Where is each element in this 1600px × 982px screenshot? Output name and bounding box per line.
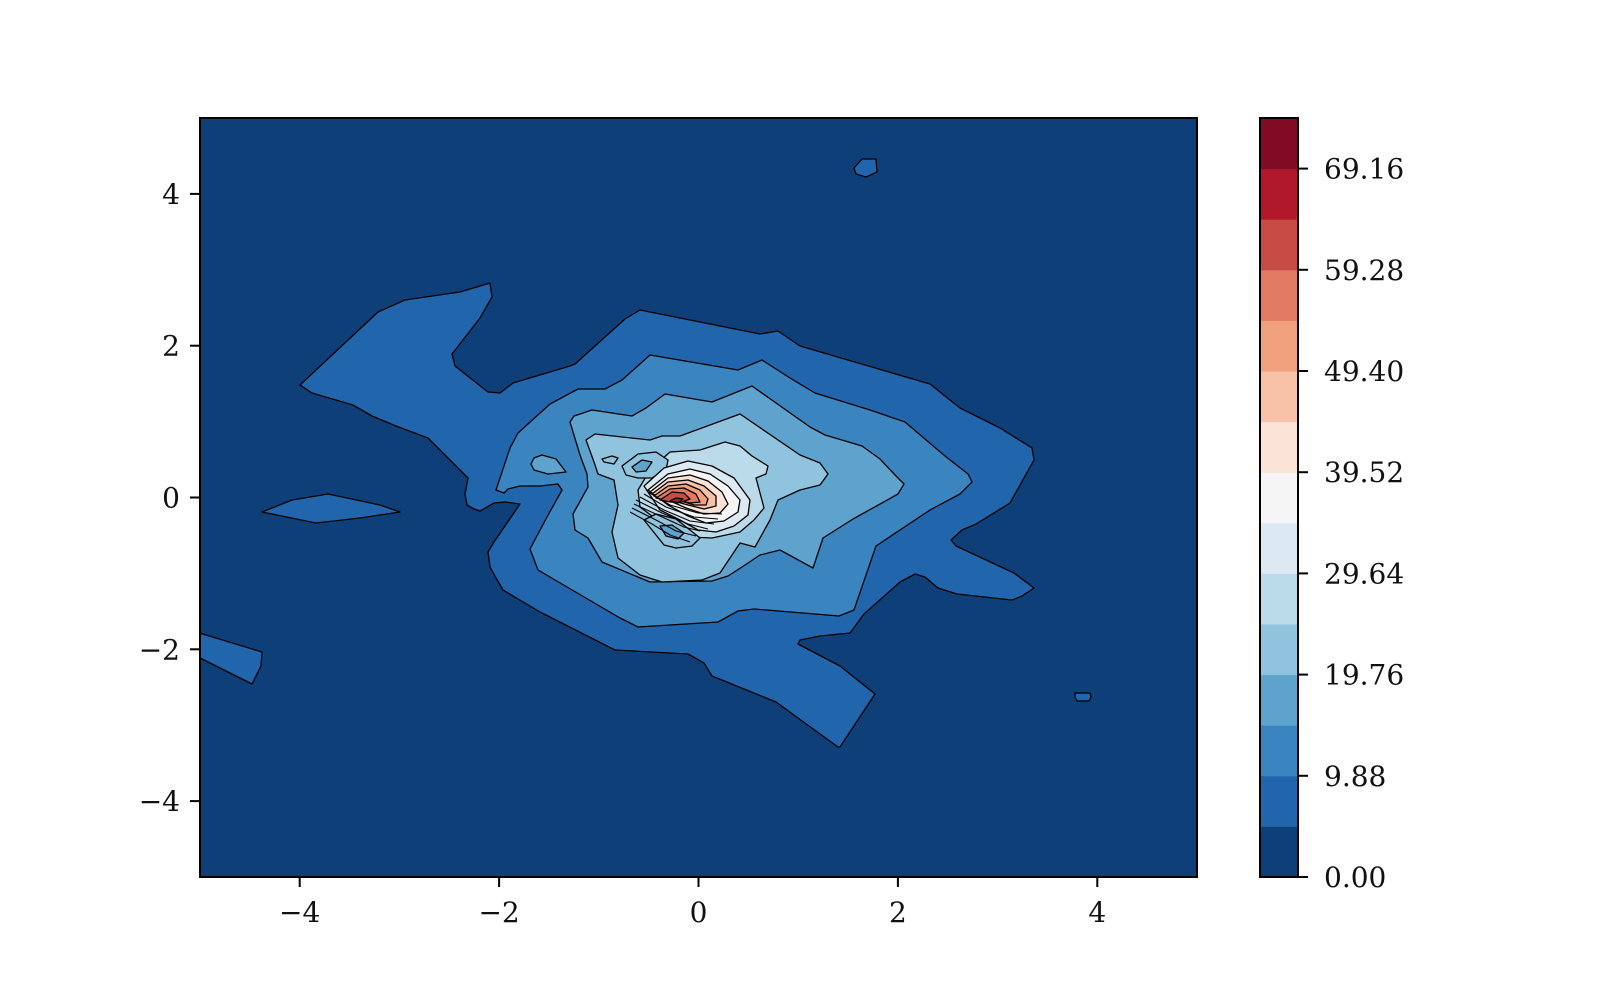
y-tick-label: 0 — [162, 482, 180, 515]
y-tick-label: −2 — [139, 633, 180, 666]
x-tick-label: −2 — [478, 896, 519, 929]
colorbar-tick-label: 69.16 — [1324, 153, 1404, 186]
colorbar: 0.00 9.88 19.76 29.64 39.52 49.40 59.28 69.16 — [1259, 117, 1404, 894]
colorbar-frame — [1259, 117, 1299, 878]
colorbar-swatch — [1260, 775, 1298, 827]
colorbar-swatch — [1260, 371, 1298, 423]
colorbar-tick-label: 49.40 — [1324, 355, 1404, 388]
contour-level-1-island-north — [853, 158, 878, 178]
x-tick-label: 4 — [1088, 896, 1106, 929]
contour-lines-dense — [629, 491, 723, 543]
colorbar-swatch — [1260, 522, 1298, 574]
plot-area: −4 −2 0 2 4 −4 −2 0 2 4 — [139, 117, 1198, 929]
x-tick-label: 0 — [690, 896, 708, 929]
contour-level-3-hole-nw — [631, 459, 653, 473]
contour-level-1-island-southeast — [1074, 692, 1092, 702]
colorbar-swatch — [1260, 624, 1298, 676]
y-axis: −4 −2 0 2 4 — [139, 178, 200, 818]
contour-layers — [200, 158, 1092, 748]
colorbar-swatch — [1260, 472, 1298, 524]
x-axis: −4 −2 0 2 4 — [279, 877, 1106, 929]
colorbar-swatch — [1260, 421, 1298, 473]
x-tick-label: 2 — [889, 896, 907, 929]
y-tick-label: 4 — [162, 178, 180, 211]
contour-level-1-island-west — [261, 493, 401, 524]
y-tick-label: −4 — [139, 785, 180, 818]
contour-level-3-hole-sw — [659, 524, 685, 540]
colorbar-ticks: 0.00 9.88 19.76 29.64 39.52 49.40 59.28 69.16 — [1298, 153, 1404, 894]
colorbar-swatch — [1260, 269, 1298, 321]
colorbar-tick-label: 0.00 — [1324, 861, 1386, 894]
colorbar-tick-label: 39.52 — [1324, 456, 1404, 489]
colorbar-tick-label: 19.76 — [1324, 659, 1404, 692]
colorbar-tick-label: 59.28 — [1324, 254, 1404, 287]
contour-level-1-island-southwest — [200, 632, 263, 685]
colorbar-swatches — [1260, 118, 1298, 878]
x-tick-label: −4 — [279, 896, 320, 929]
contour-level-4-west-blob — [601, 455, 619, 465]
colorbar-swatch — [1260, 219, 1298, 271]
colorbar-swatch — [1260, 168, 1298, 220]
colorbar-swatch — [1260, 320, 1298, 372]
contour-level-3-west-blob — [530, 454, 567, 475]
colorbar-swatch — [1260, 674, 1298, 726]
colorbar-swatch — [1260, 826, 1298, 878]
colorbar-swatch — [1260, 573, 1298, 625]
contour-level-13 — [669, 497, 684, 504]
colorbar-swatch — [1260, 118, 1298, 170]
y-tick-label: 2 — [162, 330, 180, 363]
colorbar-tick-label: 9.88 — [1324, 760, 1386, 793]
colorbar-swatch — [1260, 725, 1298, 777]
colorbar-tick-label: 29.64 — [1324, 557, 1404, 590]
